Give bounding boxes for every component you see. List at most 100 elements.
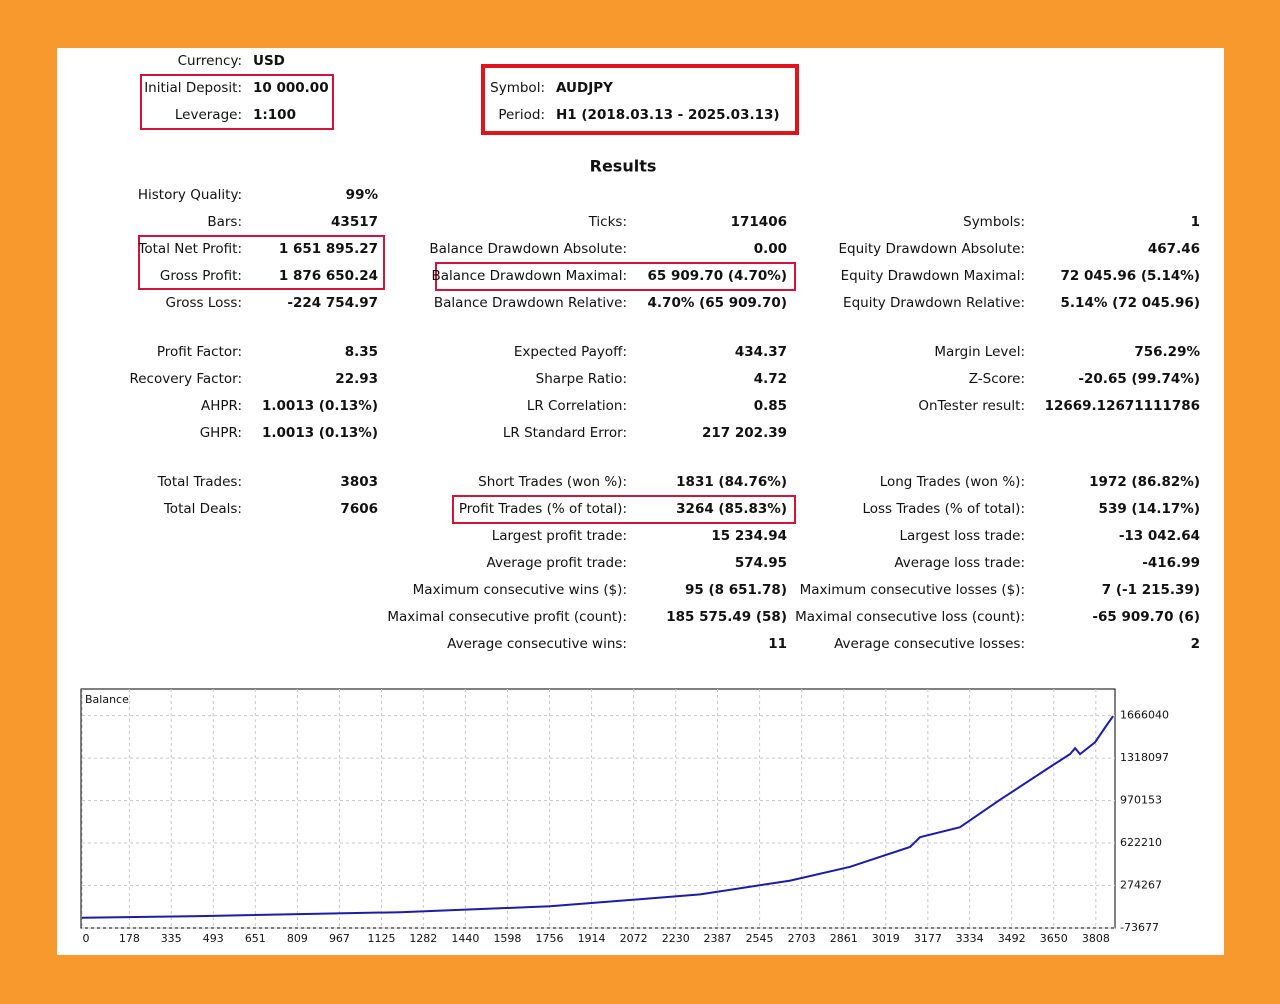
value: 22.93	[335, 371, 378, 387]
value: 43517	[331, 214, 378, 230]
y-tick-label: -73677	[1120, 921, 1159, 934]
x-tick-label: 1125	[368, 932, 396, 945]
label: Ticks:	[588, 214, 627, 230]
label: Largest loss trade:	[899, 528, 1025, 544]
value: 2	[1191, 636, 1200, 652]
x-tick-label: 2545	[746, 932, 774, 945]
x-tick-label: 1914	[578, 932, 606, 945]
y-tick-label: 1318097	[1120, 751, 1169, 764]
x-tick-label: 178	[119, 932, 140, 945]
value: 0.85	[754, 398, 787, 414]
x-tick-label: 1282	[409, 932, 437, 945]
x-tick-label: 335	[161, 932, 182, 945]
label: Loss Trades (% of total):	[862, 501, 1025, 517]
x-tick-label: 3019	[872, 932, 900, 945]
highlight	[481, 64, 799, 135]
label: Balance Drawdown Maximal:	[432, 268, 628, 284]
value: 3264 (85.83%)	[676, 501, 787, 517]
label: Long Trades (won %):	[880, 474, 1025, 490]
value: -20.65 (99.74%)	[1078, 371, 1200, 387]
label: Average consecutive losses:	[834, 636, 1025, 652]
value: 171406	[731, 214, 787, 230]
label: History Quality:	[138, 187, 242, 203]
value: 1 651 895.27	[279, 241, 378, 257]
value: -13 042.64	[1119, 528, 1200, 544]
x-tick-label: 1756	[536, 932, 564, 945]
label: Sharpe Ratio:	[536, 371, 627, 387]
label: Average profit trade:	[487, 555, 627, 571]
value: USD	[253, 53, 285, 69]
plot: Balance	[81, 689, 1115, 929]
value: 99%	[346, 187, 379, 203]
section-title: Results	[590, 157, 657, 176]
value: 7606	[340, 501, 378, 517]
value: 434.37	[735, 344, 787, 360]
value: 217 202.39	[702, 425, 787, 441]
x-tick-label: 3177	[914, 932, 942, 945]
label: Largest profit trade:	[492, 528, 627, 544]
label: Z-Score:	[969, 371, 1025, 387]
value: 185 575.49 (58)	[666, 609, 787, 625]
balance-line	[81, 715, 1114, 919]
value: 574.95	[735, 555, 787, 571]
label: Margin Level:	[934, 344, 1025, 360]
highlight	[452, 495, 796, 524]
x-tick-label: 1598	[493, 932, 521, 945]
label: Maximum consecutive losses ($):	[800, 582, 1025, 598]
highlight	[435, 262, 796, 291]
label: Maximum consecutive wins ($):	[413, 582, 627, 598]
label: Gross Loss:	[166, 295, 243, 311]
value: 8.35	[345, 344, 378, 360]
value: 1	[1191, 214, 1200, 230]
y-tick-label: 274267	[1120, 879, 1162, 892]
x-tick-label: 0	[83, 932, 90, 945]
label: Equity Drawdown Relative:	[843, 295, 1025, 311]
label: Symbol:	[490, 80, 545, 96]
label: Gross Profit:	[160, 268, 242, 284]
label: Average consecutive wins:	[447, 636, 627, 652]
label: Leverage:	[175, 107, 242, 123]
value: 1 876 650.24	[279, 268, 378, 284]
label: Total Deals:	[163, 501, 242, 517]
chart-frame	[80, 688, 1116, 929]
x-tick-label: 3334	[956, 932, 984, 945]
value: 3803	[340, 474, 378, 490]
x-tick-label: 967	[329, 932, 350, 945]
value: 4.70% (65 909.70)	[648, 295, 787, 311]
highlight	[140, 74, 334, 130]
legend-label: Balance	[85, 693, 129, 706]
label: Average loss trade:	[894, 555, 1025, 571]
x-tick-label: 2387	[704, 932, 732, 945]
x-tick-label: 2072	[620, 932, 648, 945]
value: 1:100	[253, 107, 296, 123]
y-tick-label: 622210	[1120, 836, 1162, 849]
x-tick-label: 2861	[830, 932, 858, 945]
x-tick-label: 2230	[662, 932, 690, 945]
value: 1.0013 (0.13%)	[262, 425, 378, 441]
label: Profit Trades (% of total):	[459, 501, 627, 517]
x-tick-label: 2703	[788, 932, 816, 945]
value: 65 909.70 (4.70%)	[648, 268, 787, 284]
highlight	[138, 235, 385, 290]
label: AHPR:	[201, 398, 242, 414]
value: 467.46	[1148, 241, 1200, 257]
label: Recovery Factor:	[129, 371, 242, 387]
label: OnTester result:	[918, 398, 1025, 414]
label: LR Correlation:	[527, 398, 627, 414]
x-tick-label: 493	[203, 932, 224, 945]
value: 756.29%	[1134, 344, 1200, 360]
x-tick-label: 1440	[451, 932, 479, 945]
label: Short Trades (won %):	[478, 474, 627, 490]
value: -224 754.97	[287, 295, 378, 311]
value: 10 000.00	[253, 80, 329, 96]
label: Expected Payoff:	[514, 344, 627, 360]
label: Balance Drawdown Absolute:	[429, 241, 627, 257]
x-tick-label: 3808	[1082, 932, 1110, 945]
value: H1 (2018.03.13 - 2025.03.13)	[556, 107, 780, 123]
y-tick-label: 1666040	[1120, 709, 1169, 722]
value: 539 (14.17%)	[1099, 501, 1200, 517]
label: Symbols:	[963, 214, 1025, 230]
label: LR Standard Error:	[503, 425, 627, 441]
value: 7 (-1 215.39)	[1102, 582, 1200, 598]
